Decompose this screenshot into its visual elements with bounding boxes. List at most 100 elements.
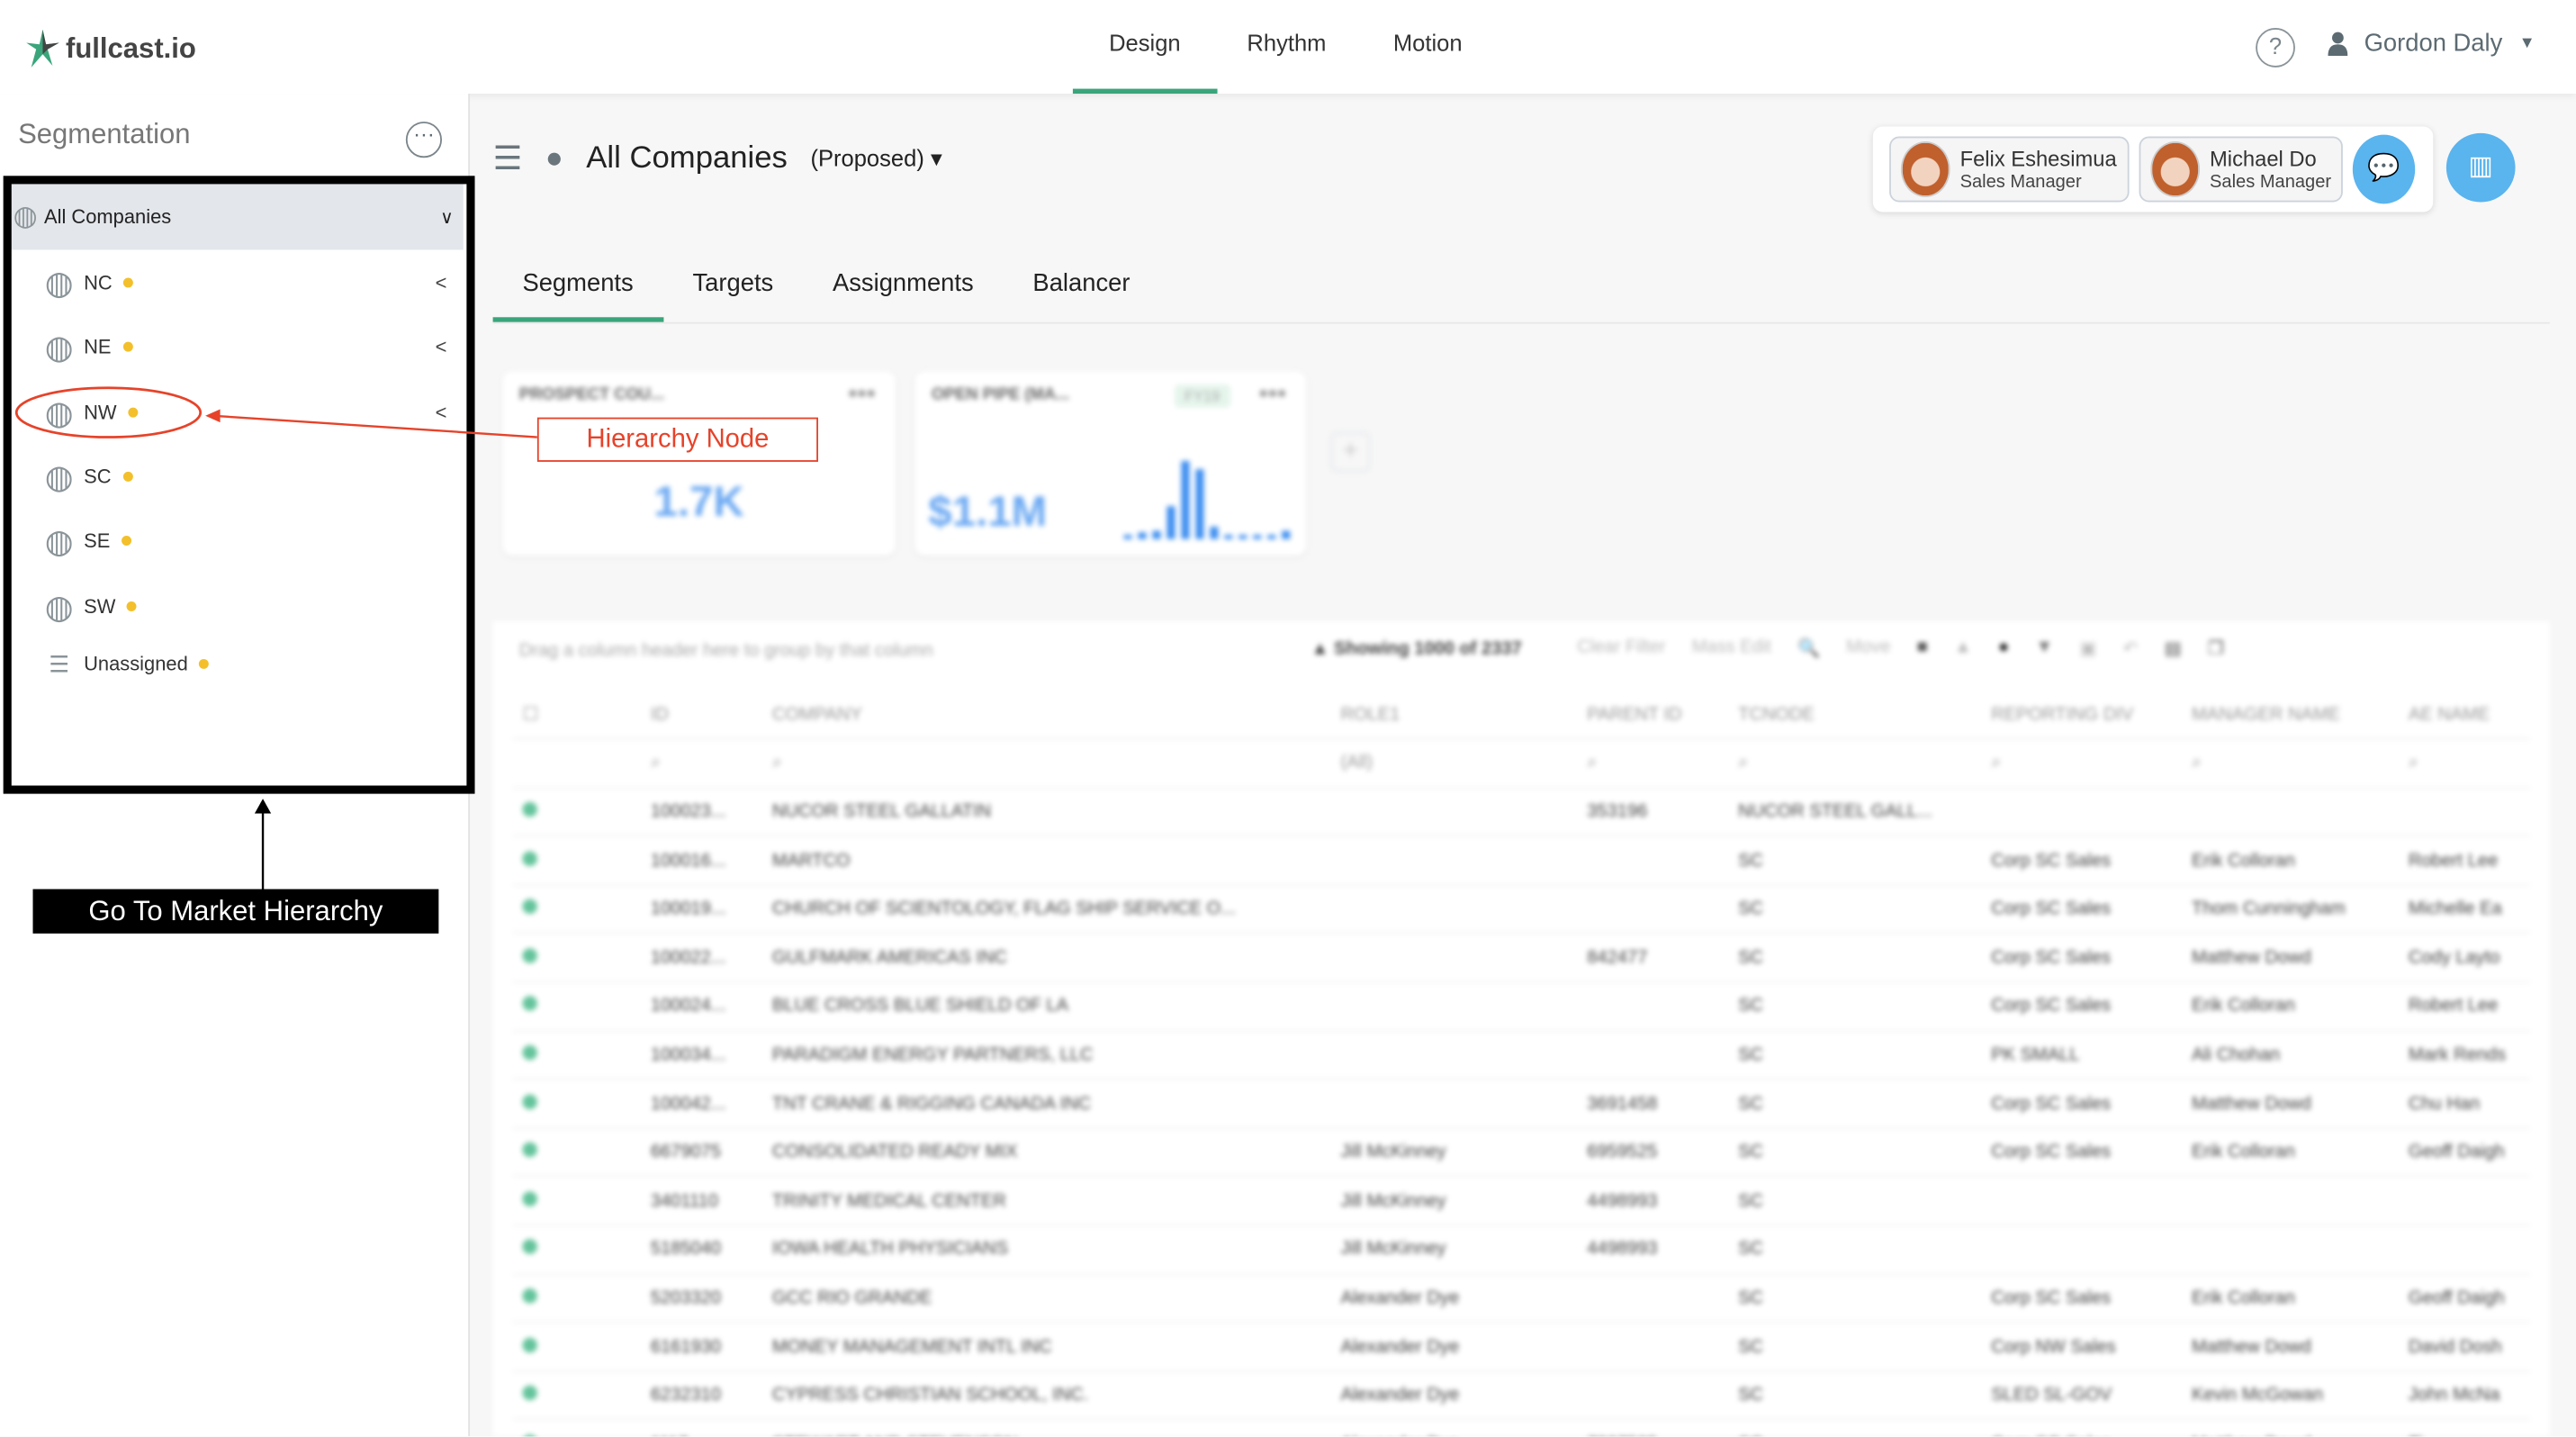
- metric-card-prospect[interactable]: PROSPECT COU... ••• 1.7K: [502, 371, 896, 556]
- status-dot: [122, 471, 133, 482]
- list-icon: ☰: [49, 649, 70, 677]
- add-card-button[interactable]: +: [1330, 432, 1371, 472]
- tab-targets[interactable]: Targets: [692, 269, 774, 298]
- upload-icon[interactable]: ▲: [1953, 637, 1972, 658]
- row-status: [512, 787, 641, 837]
- chevron-down-icon[interactable]: ∨: [440, 207, 454, 228]
- table-cell: GULFMARK AMERICAS INC: [761, 933, 1331, 983]
- sidebar-title: Segmentation: [18, 118, 191, 150]
- table-row[interactable]: 100034... PARADIGM ENERGY PARTNERS, LLC SC…: [512, 1030, 2530, 1080]
- tree-item-se[interactable]: ◍ SE: [42, 521, 456, 561]
- status-dot: [522, 1142, 537, 1158]
- table-cell: [1577, 1030, 1729, 1080]
- table-cell: 6161930: [640, 1322, 762, 1372]
- status-dot: [522, 1190, 537, 1207]
- filter-input[interactable]: ⌕: [1981, 738, 2182, 789]
- column-header[interactable]: MANAGER NAME: [2181, 690, 2399, 740]
- table-cell: TNT CRANE & RIGGING CANADA INC: [761, 1079, 1331, 1129]
- table-cell: Erik Colloran: [2181, 981, 2399, 1032]
- status-dot: [522, 1385, 537, 1401]
- table-row[interactable]: 100024... BLUE CROSS BLUE SHIELD OF LA SC C…: [512, 981, 2530, 1032]
- row-status: [512, 1030, 641, 1080]
- filter-input[interactable]: ⌕: [1577, 738, 1729, 789]
- tab-segments[interactable]: Segments: [492, 263, 663, 322]
- mass-edit-button[interactable]: Mass Edit: [1691, 637, 1771, 658]
- metric-card-open-pipe[interactable]: OPEN PIPE (MA... FY19 ••• $1.1M: [914, 371, 1307, 556]
- filter-input[interactable]: ⌕: [2398, 738, 2530, 789]
- tab-assignments[interactable]: Assignments: [832, 269, 974, 298]
- delete-icon[interactable]: ■: [1916, 637, 1928, 658]
- table-cell: 6232310: [640, 1370, 762, 1421]
- spark-bar: [1152, 530, 1161, 539]
- table-row[interactable]: 5203320 GCC RIO GRANDE Alexander Dye SC Corp…: [512, 1273, 2530, 1324]
- select-all-checkbox[interactable]: ☐: [512, 690, 641, 740]
- column-header[interactable]: COMPANY: [761, 690, 1331, 740]
- save-icon[interactable]: ▣: [2079, 639, 2097, 659]
- row-status: [512, 1322, 641, 1372]
- status-dot: [127, 601, 138, 612]
- table-row[interactable]: 5185040 IOWA HEALTH PHYSICIANS Jill McKinn…: [512, 1225, 2530, 1275]
- table-row[interactable]: 3401110 TRINITY MEDICAL CENTER Jill McKinn…: [512, 1176, 2530, 1226]
- column-header[interactable]: ROLE1: [1330, 690, 1578, 740]
- table-row[interactable]: 100016... MARTCO SC Corp SC Sales Erik Collo…: [512, 836, 2530, 886]
- tree-item-ne[interactable]: ◍ NE <: [42, 327, 456, 366]
- table-row[interactable]: 6679075 CONSOLIDATED READY MIX Jill McKinn…: [512, 1127, 2530, 1178]
- filter-input[interactable]: ⌕: [2181, 738, 2399, 789]
- nav-tab-rhythm[interactable]: Rhythm: [1247, 29, 1327, 57]
- table-row[interactable]: 100019... CHURCH OF SCIENTOLOGY, FLAG SHI…: [512, 884, 2530, 935]
- filter-icon[interactable]: ▼: [2035, 637, 2054, 658]
- tree-item-unassigned[interactable]: ☰ Unassigned: [42, 645, 456, 684]
- search-icon[interactable]: 🔍: [1797, 639, 1821, 659]
- card-menu-icon[interactable]: •••: [1258, 381, 1287, 410]
- table-row[interactable]: 100042... TNT CRANE & RIGGING CANADA INC 3…: [512, 1079, 2530, 1129]
- logo[interactable]: fullcast.io: [26, 29, 196, 69]
- tab-balancer[interactable]: Balancer: [1032, 269, 1130, 298]
- table-cell: Corp SC Sales: [1981, 1079, 2182, 1129]
- user-menu[interactable]: Gordon Daly ▼: [2328, 30, 2535, 58]
- table-cell: [1577, 884, 1729, 935]
- row-status: [512, 1225, 641, 1275]
- undo-icon[interactable]: ↶: [2122, 639, 2139, 659]
- tree-item-sw[interactable]: ◍ SW: [42, 587, 456, 627]
- filter-input[interactable]: ⌕: [640, 738, 762, 789]
- chevron-left-icon[interactable]: <: [435, 335, 447, 358]
- table-cell: [2181, 1176, 2399, 1226]
- chat-button[interactable]: 💬: [2352, 134, 2416, 204]
- person-card[interactable]: Michael Do Sales Manager: [2139, 136, 2343, 203]
- table-cell: [1577, 1322, 1729, 1372]
- column-header[interactable]: REPORTING DIV: [1981, 690, 2182, 740]
- copy-icon[interactable]: ❐: [2207, 639, 2224, 659]
- filter-input[interactable]: ⌕: [1728, 738, 1982, 789]
- hamburger-menu-icon[interactable]: ☰: [492, 140, 523, 178]
- table-row[interactable]: 100022... GULFMARK AMERICAS INC 842477 SC Co…: [512, 933, 2530, 983]
- table-row[interactable]: 100023... NUCOR STEEL GALLATIN 353196 NUCOR…: [512, 787, 2530, 837]
- nav-tab-design[interactable]: Design: [1072, 30, 1217, 95]
- tree-item-nc[interactable]: ◍ NC <: [42, 263, 456, 303]
- person-card[interactable]: Felix Eshesimua Sales Manager: [1889, 136, 2130, 203]
- chevron-left-icon[interactable]: <: [435, 271, 447, 294]
- role-filter-select[interactable]: (All): [1330, 738, 1578, 789]
- tree-root-all-companies[interactable]: ◍ All Companies ∨: [9, 184, 464, 250]
- circle-icon[interactable]: ●: [1998, 637, 2010, 658]
- tree-item-sc[interactable]: ◍ SC: [42, 456, 456, 496]
- column-header[interactable]: PARENT ID: [1577, 690, 1729, 740]
- card-menu-icon[interactable]: •••: [848, 381, 876, 410]
- table-row[interactable]: 1117...STEWART AND STEVENSONAlexander Dy…: [512, 1419, 2530, 1437]
- spark-bar: [1238, 535, 1247, 539]
- analytics-button[interactable]: ▥: [2445, 132, 2516, 203]
- table-cell: NUCOR STEEL GALL...: [1728, 787, 1982, 837]
- column-header[interactable]: AE NAME: [2398, 690, 2530, 740]
- sparkline-chart: [1123, 460, 1291, 539]
- move-button[interactable]: Move: [1846, 637, 1891, 658]
- help-icon[interactable]: ?: [2256, 28, 2295, 68]
- table-row[interactable]: 6232310 CYPRESS CHRISTIAN SCHOOL, INC. Ale…: [512, 1370, 2530, 1421]
- export-icon[interactable]: ▤: [2164, 639, 2182, 659]
- column-header[interactable]: TCNODE: [1728, 690, 1982, 740]
- clear-filter-button[interactable]: Clear Filter: [1577, 637, 1666, 658]
- filter-input[interactable]: ⌕: [761, 738, 1331, 789]
- more-options-icon[interactable]: ···: [405, 122, 443, 158]
- table-row[interactable]: 6161930 MONEY MANAGEMENT INTL INC Alexande…: [512, 1322, 2530, 1372]
- nav-tab-motion[interactable]: Motion: [1392, 29, 1463, 57]
- scenario-dropdown[interactable]: (Proposed) ▾: [810, 144, 942, 171]
- column-header[interactable]: ID: [640, 690, 762, 740]
